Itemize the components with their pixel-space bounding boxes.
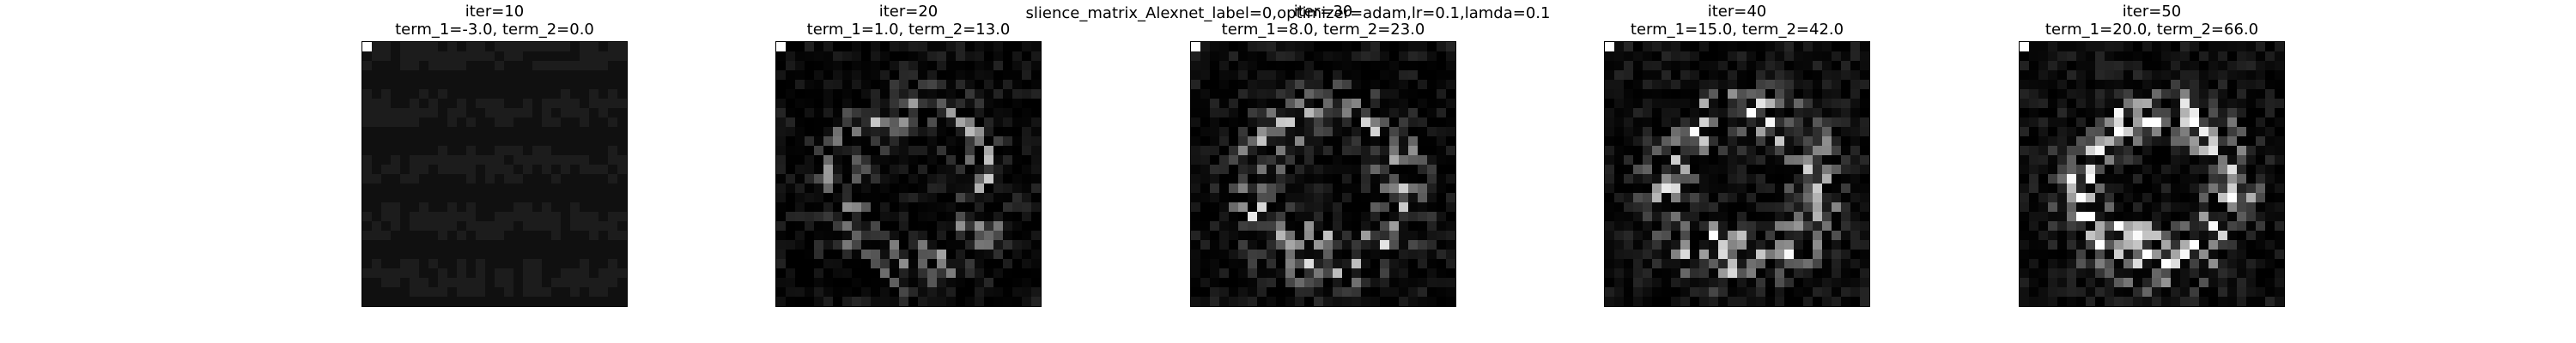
figure-title: slience_matrix_Alexnet_label=0,optimizer… [1025,4,1551,22]
panel-title-iter: iter=20 [878,3,939,21]
heatmap-image [2019,41,2285,307]
heatmap-image [361,41,628,307]
panel-title-terms: term_1=1.0, term_2=13.0 [806,21,1011,39]
heatmap-image [775,41,1042,307]
panel-title-terms: term_1=8.0, term_2=23.0 [1221,21,1425,39]
heatmap-image [1604,41,1870,307]
panel-title-iter: iter=50 [2122,3,2182,21]
panel-title-terms: term_1=20.0, term_2=66.0 [2044,21,2259,39]
panel-title-terms: term_1=-3.0, term_2=0.0 [395,21,594,39]
heatmap-image [1190,41,1456,307]
panel-title-terms: term_1=15.0, term_2=42.0 [1630,21,1844,39]
panel-title-iter: iter=10 [465,3,525,21]
panel-title-iter: iter=30 [1293,3,1353,21]
panel-title-iter: iter=40 [1707,3,1767,21]
